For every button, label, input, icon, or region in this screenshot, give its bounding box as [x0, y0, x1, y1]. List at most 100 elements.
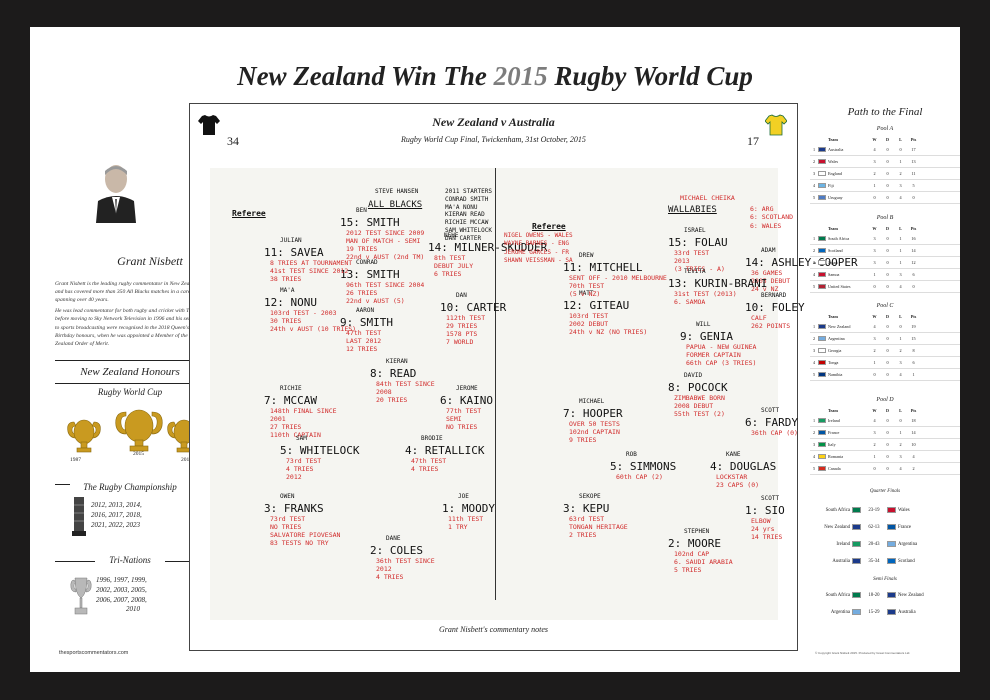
- player-stat-line: 36th TEST SINCE: [376, 557, 435, 565]
- pool-row: 2 Wales 3 0 1 13: [810, 156, 960, 168]
- col-header: L: [899, 408, 902, 413]
- pool-table: Pool D Team W D L Pts 1 Ireland 4 0 0 18 2 France 3 0 1 1…: [810, 397, 960, 475]
- player-stat-line: ZIMBABWE BORN: [674, 394, 725, 402]
- team-rank: 5: [812, 466, 816, 471]
- player-first-name: CONRAD: [356, 259, 378, 266]
- player-stat-line: 102nd CAPTAIN: [569, 428, 620, 437]
- player-stat-line: 1 TRY: [448, 523, 468, 532]
- player-stat-line: 2012: [286, 473, 302, 482]
- player-number-name: 9: SMITH: [340, 316, 393, 329]
- team-rank: 5: [812, 195, 816, 200]
- home-flag-icon: [852, 592, 861, 598]
- pool-row: 1 New Zealand 4 0 0 19: [810, 321, 960, 333]
- team-flag-icon: [818, 236, 826, 241]
- team-rank: 2: [812, 336, 816, 341]
- match-score: 35-34: [868, 558, 880, 564]
- team-pts: 14: [911, 248, 916, 253]
- team-l: 2: [899, 348, 902, 353]
- aus-side-header: WALLABIES: [668, 205, 717, 215]
- player-stats: 47th TEST LAST 2012 12 TRIES: [346, 329, 381, 353]
- player-stats: ZIMBABWE BORN 2008 DEBUT 55th TEST (2): [674, 394, 725, 418]
- player-stat-line: 33rd TEST: [674, 249, 710, 257]
- team-pts: 14: [911, 430, 916, 435]
- team-d: 0: [886, 236, 889, 241]
- player-stat-line: DEBUT JULY: [434, 262, 474, 271]
- player-stat-line: NO TRIES: [270, 523, 302, 532]
- team-rank: 3: [812, 260, 816, 265]
- player-first-name: DAVID: [684, 372, 703, 379]
- pool-table: Pool A Team W D L Pts 1 Australia 4 0 0 17 2 Wales 3 0 1…: [810, 126, 960, 204]
- player-stat-line: 5 TRIES: [674, 566, 702, 575]
- col-header: W: [872, 408, 877, 413]
- player-stat-line: 23 CAPS (0): [716, 481, 760, 490]
- team-name: Argentina: [828, 336, 845, 341]
- team-pts: 17: [911, 147, 916, 152]
- team-w: 2: [873, 171, 876, 176]
- semi-finals-heading: Semi Finals: [873, 577, 897, 582]
- team-l: 0: [899, 418, 902, 423]
- player-stat-line: 20 TRIES: [376, 396, 408, 405]
- champ-years-line: 2021, 2022, 2023: [91, 520, 140, 529]
- col-header: L: [899, 314, 902, 319]
- player-stats: 33rd TEST 2013 (3 TRIES - A): [674, 249, 725, 273]
- col-header: W: [872, 314, 877, 319]
- match-subtitle: Rugby World Cup Final, Twickenham, 31st …: [401, 135, 586, 144]
- player-stat-line: CALF: [751, 314, 767, 322]
- col-header: L: [899, 226, 902, 231]
- team-w: 3: [873, 159, 876, 164]
- team-name: Italy: [828, 442, 836, 447]
- player-stats: 31st TEST (2013) 6. SAMOA: [674, 290, 737, 306]
- player-stat-line: 14 TRIES: [751, 533, 783, 542]
- nz-starters: 2011 STARTERS CONRAD SMITH MA'A NONU KIE…: [445, 188, 492, 243]
- team-w: 4: [873, 324, 876, 329]
- player-number-name: 3: FRANKS: [264, 502, 324, 515]
- champ-years: 2012, 2013, 2014, 2016, 2017, 2018, 2021…: [91, 501, 142, 530]
- team-d: 0: [886, 466, 889, 471]
- team-l: 3: [899, 454, 902, 459]
- nz-referee-label: Referee: [232, 209, 266, 218]
- divider: [55, 360, 205, 361]
- nz-starters-line: SAM WHITELOCK: [445, 226, 492, 234]
- player-first-name: BRODIE: [421, 435, 443, 442]
- pool-row: 5 Namibia 0 0 4 1: [810, 369, 960, 381]
- player-first-name: WILL: [696, 321, 711, 328]
- col-header: D: [885, 137, 890, 142]
- player-number-name: 14: ASHLEY-COOPER: [745, 256, 858, 269]
- team-d: 0: [886, 195, 889, 200]
- team-l: 1: [899, 248, 902, 253]
- pool-row: 4 Romania 1 0 3 4: [810, 451, 960, 463]
- team-flag-icon: [818, 272, 826, 277]
- away-flag-icon: [887, 524, 896, 530]
- champ-years-line: 2016, 2017, 2018,: [91, 510, 142, 519]
- pool-row: 3 Japan 3 0 1 12: [810, 257, 960, 269]
- col-header: D: [885, 226, 890, 231]
- player-number-name: 6: KAINO: [440, 394, 493, 407]
- player-first-name: JOE: [458, 493, 469, 500]
- tri-years-line: 2002, 2003, 2005,: [96, 585, 147, 594]
- player-stat-line: 73rd TEST: [286, 457, 322, 465]
- player-stats: 102nd CAP 6. SAUDI ARABIA 5 TRIES: [674, 550, 733, 574]
- team-d: 0: [886, 159, 889, 164]
- team-d: 0: [886, 183, 889, 188]
- team-flag-icon: [818, 418, 826, 423]
- home-flag-icon: [852, 524, 861, 530]
- player-stat-line: ELBOW: [751, 517, 771, 525]
- team-l: 0: [899, 147, 902, 152]
- footer-site[interactable]: thesportscommentators.com: [59, 650, 129, 656]
- poster: New Zealand Win The 2015 Rugby World Cup…: [30, 27, 960, 672]
- aus-coach: MICHAEL CHEIKA: [680, 194, 735, 202]
- team-w: 0: [873, 466, 876, 471]
- col-header: D: [885, 314, 890, 319]
- player-first-name: ROB: [626, 451, 637, 458]
- player-first-name: MATT: [579, 290, 594, 297]
- player-stat-line: 38 TRIES: [270, 275, 302, 284]
- player-number-name: 11: SAVEA: [264, 246, 324, 259]
- team-name: Namibia: [828, 372, 843, 377]
- pool-row: 5 Canada 0 0 4 2: [810, 463, 960, 475]
- player-stats: 8 TRIES AT TOURNAMENT 41st TEST SINCE 201…: [270, 259, 352, 283]
- team-d: 0: [886, 260, 889, 265]
- player-stat-line: 103rd TEST - 2003: [270, 309, 337, 317]
- team-name: South Africa: [828, 236, 850, 241]
- team-d: 0: [886, 336, 889, 341]
- player-stat-line: 262 POINTS: [751, 322, 791, 331]
